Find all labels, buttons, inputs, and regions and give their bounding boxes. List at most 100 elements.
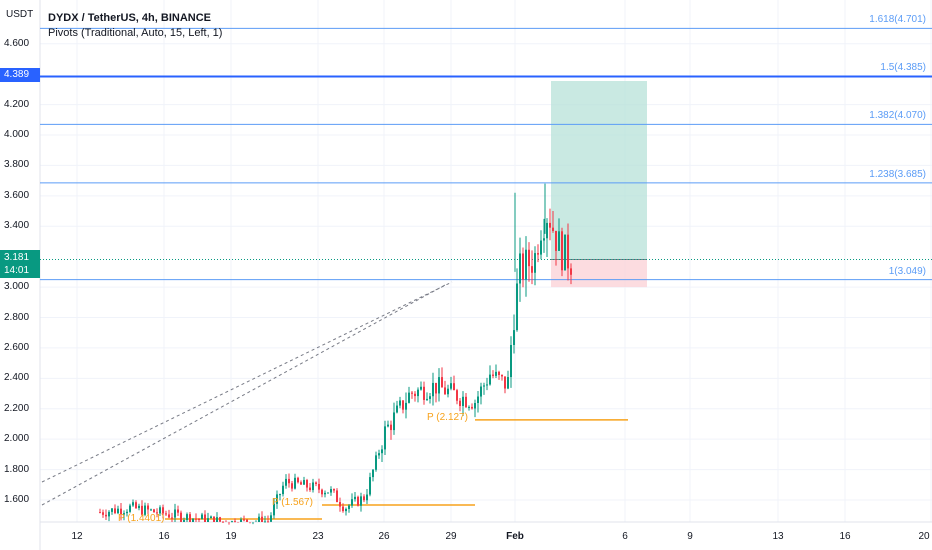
candle-body: [246, 519, 248, 522]
bar-countdown: 14:01: [4, 265, 30, 276]
candle-body: [543, 238, 545, 241]
candle-body: [303, 480, 305, 485]
x-tick-label: 16: [158, 531, 170, 542]
candle-body: [351, 499, 353, 506]
candle-body: [387, 424, 389, 427]
y-tick-label: 2.200: [4, 402, 30, 414]
candle-body: [138, 505, 140, 509]
candle-body: [561, 231, 563, 271]
x-tick-label: 16: [839, 531, 851, 542]
candle-body: [291, 483, 293, 489]
candle-body: [261, 516, 263, 522]
candle-body: [111, 508, 113, 512]
candle-body: [516, 283, 518, 331]
candle-body: [231, 521, 233, 523]
candle-body: [267, 521, 269, 523]
candle-body: [318, 484, 320, 490]
candle-body: [330, 489, 332, 493]
x-tick-label: 19: [225, 531, 237, 542]
candle-body: [354, 496, 356, 500]
candle-body: [201, 514, 203, 520]
candle-body: [390, 424, 392, 431]
candle-body: [312, 482, 314, 491]
x-tick-label: 26: [378, 531, 390, 542]
candle-body: [135, 502, 137, 509]
pivot-label: P (1.567): [272, 497, 313, 508]
candle-body: [216, 517, 218, 522]
indicator-legend[interactable]: Pivots (Traditional, Auto, 15, Left, 1): [48, 27, 223, 39]
candle-body: [558, 231, 560, 251]
last-price-value: 3.181: [4, 252, 30, 263]
x-tick-label: 12: [71, 531, 83, 542]
candle-body: [414, 393, 416, 397]
y-axis-unit: USDT: [6, 9, 34, 20]
candle-body: [276, 494, 278, 504]
candle-body: [186, 514, 188, 521]
candle-body: [438, 377, 440, 394]
candle-body: [429, 396, 431, 399]
y-tick-label: 3.000: [4, 281, 30, 293]
candle-body: [441, 377, 443, 388]
fib-level-label: 1(3.049): [888, 265, 926, 277]
candle-body: [453, 383, 455, 391]
candle-body: [258, 516, 260, 522]
candle-body: [144, 505, 146, 515]
candle-body: [282, 485, 284, 495]
candle-body: [333, 489, 335, 491]
candle-body: [492, 374, 494, 376]
x-tick-label: 20: [918, 531, 930, 542]
candle-body: [273, 503, 275, 516]
candle-body: [378, 453, 380, 456]
candle-body: [279, 494, 281, 496]
candle-body: [342, 506, 344, 512]
x-tick-label: 13: [772, 531, 784, 542]
candle-body: [195, 518, 197, 520]
candle-body: [546, 222, 548, 239]
candle-body: [126, 511, 128, 514]
y-tick-label: 2.600: [4, 341, 30, 353]
candle-body: [528, 249, 530, 267]
candle-body: [522, 253, 524, 280]
candle-body: [159, 507, 161, 514]
candle-body: [240, 519, 242, 522]
candle-body: [549, 222, 551, 228]
candle-body: [180, 512, 182, 522]
candle-body: [504, 376, 506, 389]
candle-body: [465, 396, 467, 408]
x-tick-label: 23: [312, 531, 324, 542]
chart-header: DYDX / TetherUS, 4h, BINANCE Pivots (Tra…: [48, 11, 222, 41]
candle-body: [105, 514, 107, 517]
candle-body: [564, 234, 566, 271]
candle-body: [117, 508, 119, 514]
candle-body: [537, 253, 539, 255]
fib-level-label: 1.382(4.070): [869, 110, 926, 122]
candle-body: [393, 412, 395, 431]
candle-body: [294, 477, 296, 489]
y-tick-label: 3.800: [4, 159, 30, 171]
candle-body: [519, 253, 521, 284]
candle-body: [423, 386, 425, 400]
candle-body: [189, 514, 191, 522]
y-tick-label: 3.400: [4, 220, 30, 232]
symbol-title[interactable]: DYDX / TetherUS, 4h, BINANCE: [48, 12, 211, 24]
profit-zone: [551, 81, 647, 260]
candle-body: [525, 249, 527, 280]
candle-body: [327, 492, 329, 494]
candle-body: [99, 512, 101, 514]
candle-body: [384, 426, 386, 450]
candle-body: [447, 388, 449, 395]
candle-body: [489, 374, 491, 385]
candle-body: [213, 516, 215, 522]
candle-body: [570, 268, 572, 275]
x-tick-label: 29: [445, 531, 457, 542]
y-tick-label: 1.800: [4, 463, 30, 475]
candle-body: [471, 406, 473, 409]
candle-body: [501, 375, 503, 377]
x-tick-label: Feb: [506, 531, 524, 542]
candle-body: [108, 511, 110, 517]
candle-body: [432, 382, 434, 397]
candle-body: [165, 513, 167, 515]
candle-body: [417, 389, 419, 397]
candle-body: [183, 520, 185, 522]
